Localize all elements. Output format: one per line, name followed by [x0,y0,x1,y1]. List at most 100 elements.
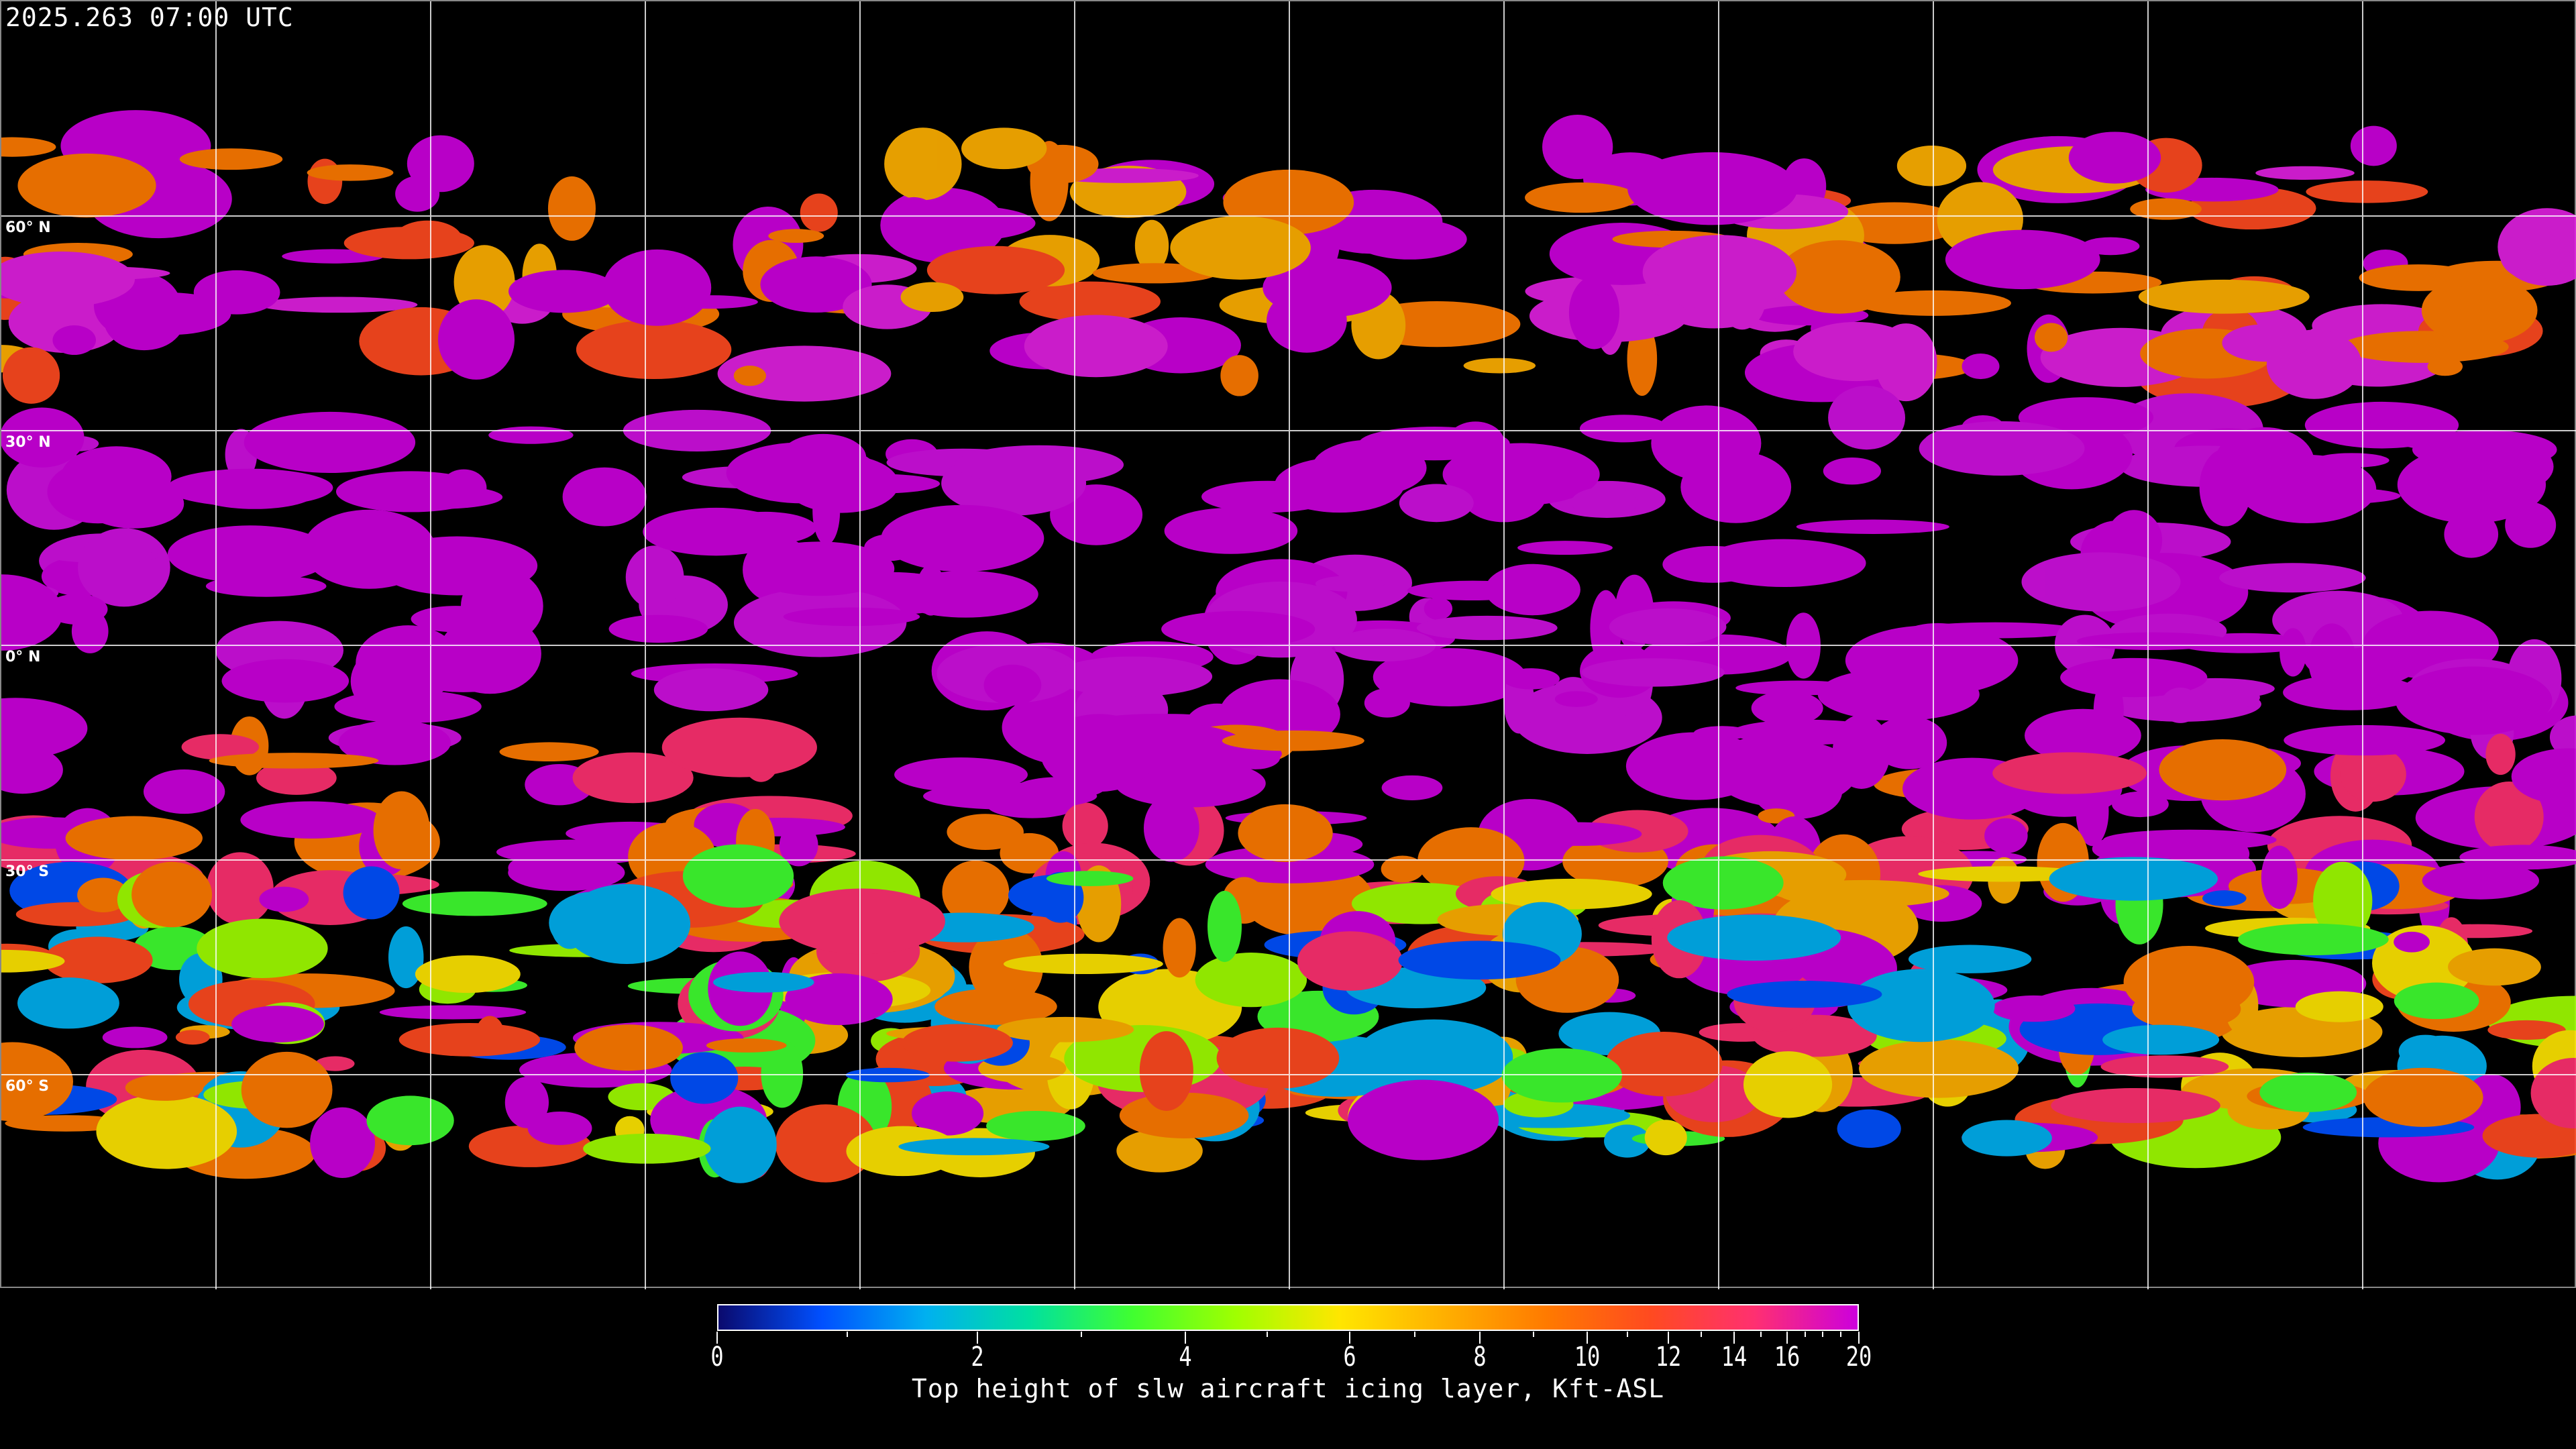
cloud-patch [1503,668,1560,690]
cloud-patch [2259,1072,2357,1112]
cloud-patch [193,270,280,315]
colorbar-tick-label: 20 [1845,1342,1872,1373]
cloud-patch [402,891,547,916]
cloud-patch [78,528,170,607]
colorbar-major-tick [1184,1332,1186,1344]
cloud-patch [1542,114,1613,179]
cloud-patch [743,541,895,596]
cloud-patch [2505,502,2557,548]
cloud-patch [1667,914,1841,961]
cloud-patch [1845,625,2019,696]
cloud-patch [1609,608,1727,645]
cloud-patch [2295,991,2383,1022]
cloud-patch [1918,866,2088,882]
colorbar-major-tick [1858,1332,1860,1344]
cloud-patch [846,1126,960,1177]
cloud-patch [1662,856,1784,910]
cloud-patch [43,936,153,983]
cloud-patch [2487,1020,2566,1040]
cloud-patch [206,852,274,925]
cloud-patch [46,549,160,563]
cloud-patch [713,511,817,545]
colorbar-ticks [716,1332,1860,1345]
cloud-patch [1161,610,1316,648]
cloud-patch [1525,182,1638,213]
cloud-patch [1373,648,1527,706]
cloud-patch [240,801,381,839]
cloud-patch [1992,995,2076,1022]
cloud-patch [983,664,1042,706]
colorbar-minor-tick [1840,1332,1842,1337]
colorbar [717,1304,1859,1331]
cloud-patch [1381,775,1443,800]
cloud-patch [1859,1039,2019,1098]
colorbar-major-tick [1479,1332,1481,1344]
colorbar-tick-label: 2 [971,1342,984,1373]
cloud-patch [2306,180,2428,203]
cloud-patch [2034,323,2068,352]
cloud-patch [499,742,599,761]
cloud-patch [103,290,184,351]
cloud-patch [2422,861,2540,900]
cloud-patch [52,325,96,356]
cloud-patch [395,176,440,212]
cloud-patch [2500,231,2568,280]
cloud-patch [1984,818,2028,854]
cloud-patch [1778,240,1900,314]
cloud-patch [997,1016,1134,1042]
cloud-patch [2219,563,2366,593]
cloud-patch [2397,445,2546,524]
cloud-patch [1092,263,1218,284]
cloud-patch [527,1111,592,1145]
cloud-patch [1,746,63,794]
cloud-patch [1491,878,1652,910]
cloud-patch [307,164,394,181]
cloud-patch [166,468,333,507]
cloud-patch [2159,739,2287,801]
cloud-patch [661,717,817,777]
colorbar-minor-tick [847,1332,849,1337]
cloud-patch [508,854,625,892]
cloud-patch [1381,855,1424,883]
cloud-patch [1702,539,1866,588]
cloud-patch [2100,1055,2229,1078]
cloud-patch [343,227,474,260]
cloud-patch [670,1052,739,1104]
cloud-patch [1116,1129,1203,1173]
cloud-patch [2021,552,2181,612]
cloud-patch [1837,1109,1901,1148]
colorbar-minor-tick [1627,1332,1629,1337]
cloud-patch [2395,666,2553,735]
lat-label-30s: 30° S [5,863,50,880]
colorbar-minor-tick [1080,1332,1082,1337]
cloud-patch [1424,597,1453,621]
cloud-patch [2394,931,2430,953]
cloud-patch [1297,931,1403,991]
cloud-patch [2102,1024,2220,1055]
cloud-patch [350,645,433,717]
cloud-patch [1627,152,1798,225]
cloud-patch [310,1107,376,1178]
cloud-patch [608,614,708,643]
cloud-patch [912,1091,984,1136]
cloud-patch [1945,229,2100,290]
cloud-patch [2340,747,2406,802]
cloud-patch [775,1104,877,1183]
cloud-patch [2049,857,2218,901]
cloud-patch [2363,1067,2483,1127]
cloud-patch [504,1077,549,1128]
cloud-patch [704,1106,777,1183]
cloud-patch [1399,484,1474,523]
cloud-patch [209,753,379,769]
colorbar-minor-tick [1701,1332,1703,1337]
cloud-patch [961,127,1047,170]
cloud-patch [761,1040,804,1108]
cloud-patch [1,698,88,759]
cloud-patch [47,460,149,524]
cloud-patch [653,668,769,712]
cloud-patch [1581,658,1725,687]
cloud-patch [2051,1087,2220,1124]
cloud-patch [488,426,574,444]
cloud-patch [562,467,647,527]
cloud-patch [712,971,814,993]
